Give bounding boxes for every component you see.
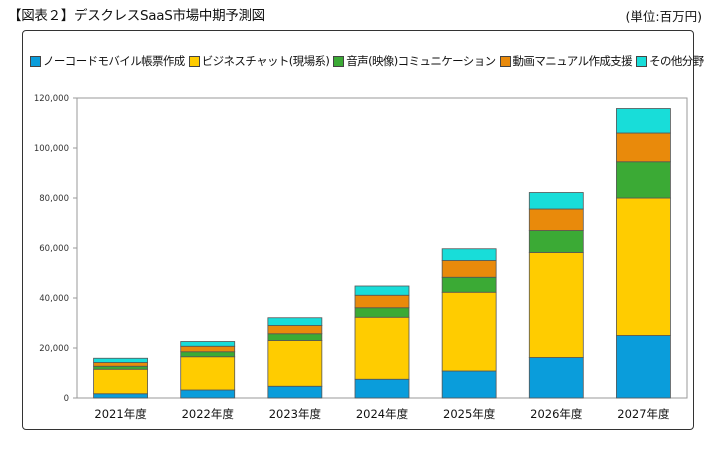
bar-segment	[441, 370, 497, 399]
bar-segment	[93, 393, 148, 399]
bar-segment	[354, 316, 410, 380]
bar-segment	[180, 356, 236, 391]
legend-label-voice: 音声(映像)コミュニケーション	[346, 54, 496, 68]
bar-segment	[616, 108, 671, 134]
legend-item-voice: 音声(映像)コミュニケーション	[333, 53, 496, 69]
bar-segment	[441, 291, 497, 372]
bar-segment	[616, 335, 671, 399]
x-tick-label: 2026年度	[530, 407, 583, 421]
bar-segment	[180, 341, 236, 347]
bar-segment	[616, 132, 671, 163]
bar-segment	[267, 333, 323, 341]
legend-swatch-video	[499, 55, 511, 67]
legend-label-nocode: ノーコードモバイル帳票作成	[43, 54, 185, 68]
bar-segment	[93, 365, 148, 370]
bar-segment	[528, 252, 584, 358]
bar-segment	[267, 325, 323, 335]
legend-label-video: 動画マニュアル作成支援	[512, 54, 633, 68]
legend-swatch-chat	[188, 55, 200, 67]
legend-swatch-other	[636, 55, 648, 67]
y-tick-label: 120,000	[34, 94, 69, 104]
y-tick-label: 20,000	[39, 344, 69, 354]
bar-segment	[267, 385, 323, 399]
y-tick-label: 0	[64, 394, 69, 404]
bar-segment	[354, 307, 410, 318]
bar-segment	[180, 351, 236, 358]
unit-label: (単位:百万円)	[625, 9, 702, 24]
x-tick-label: 2023年度	[269, 407, 322, 421]
legend-item-chat: ビジネスチャット(現場系)	[188, 53, 330, 69]
x-tick-label: 2025年度	[443, 407, 496, 421]
legend-item-other: その他分野	[636, 53, 704, 69]
chart-caption: 【図表２】デスクレスSaaS市場中期予測図	[8, 8, 265, 24]
bar-segment	[616, 197, 671, 336]
x-tick-label: 2022年度	[182, 407, 235, 421]
bar-segment	[180, 389, 236, 399]
bar-segment	[528, 208, 584, 231]
chart-frame	[22, 30, 694, 430]
y-tick-label: 40,000	[39, 294, 69, 304]
bar-segment	[354, 294, 410, 309]
bar-segment	[93, 357, 148, 363]
x-tick-label: 2021年度	[94, 407, 147, 421]
bar-segment	[528, 230, 584, 253]
y-tick-label: 100,000	[34, 144, 69, 154]
bar-segment	[354, 378, 410, 399]
bar-segment	[354, 285, 410, 296]
legend-item-nocode: ノーコードモバイル帳票作成	[30, 53, 185, 69]
legend-item-video: 動画マニュアル作成支援	[499, 53, 633, 69]
x-tick-label: 2027年度	[617, 407, 670, 421]
x-tick-label: 2024年度	[356, 407, 409, 421]
legend-label-chat: ビジネスチャット(現場系)	[201, 54, 330, 68]
legend-label-other: その他分野	[649, 54, 704, 68]
bar-segment	[528, 192, 584, 210]
legend-swatch-voice	[333, 55, 345, 67]
legend-swatch-nocode	[30, 55, 41, 67]
bar-segment	[93, 368, 148, 395]
bar-segment	[93, 362, 148, 367]
bar-segment	[267, 317, 323, 326]
y-tick-label: 80,000	[39, 194, 69, 204]
bar-segment	[616, 161, 671, 199]
bar-segment	[528, 357, 584, 399]
bar-segment	[441, 260, 497, 278]
chart-legend: ノーコードモバイル帳票作成 ビジネスチャット(現場系) 音声(映像)コミュニケー…	[30, 53, 704, 69]
bar-segment	[180, 345, 236, 353]
bar-segment	[267, 340, 323, 387]
bar-segment	[441, 248, 497, 261]
y-tick-label: 60,000	[39, 244, 69, 254]
bar-segment	[441, 276, 497, 293]
